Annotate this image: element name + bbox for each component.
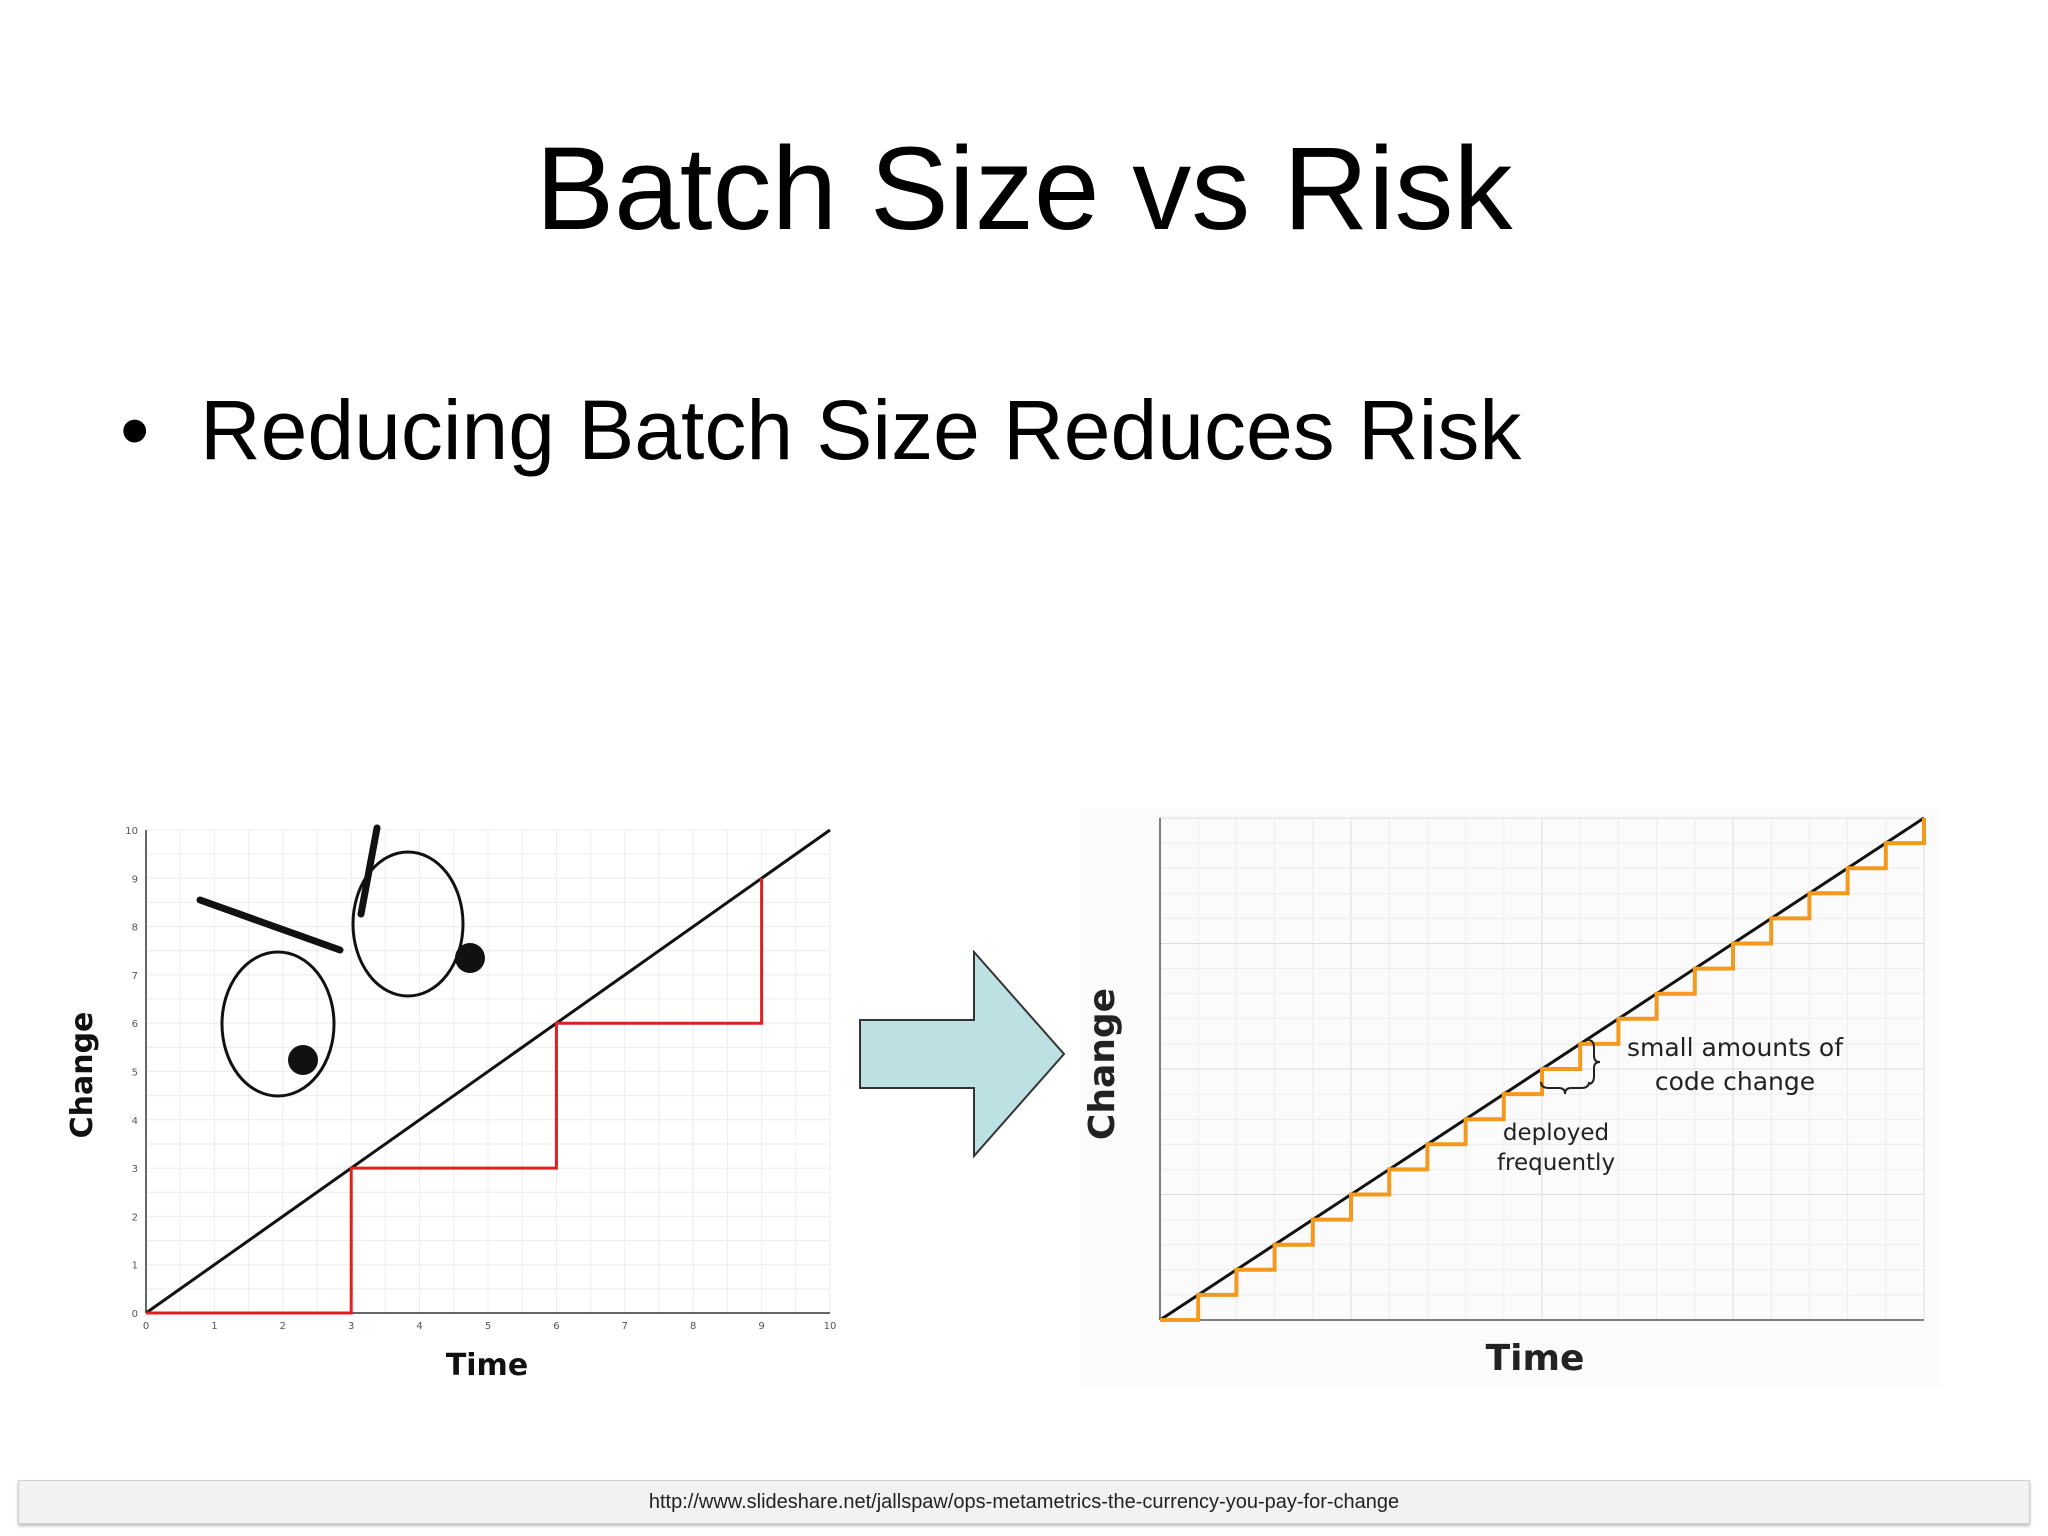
x-tick-label: 9: [758, 1321, 764, 1332]
bullet-symbol: •: [120, 383, 150, 477]
slide-title: Batch Size vs Risk: [535, 123, 1513, 255]
small-batch-step-line: [1160, 818, 1926, 1322]
small-batch-chart: small amounts of code change deployed fr…: [1080, 808, 1940, 1388]
x-tick-label: 2: [280, 1321, 286, 1332]
large-batch-chart-svg: 0 1 2 3 4 5 6 7 8 9 10 0 1 2 3 4 5 6 7 8 9 10 Time Change: [65, 824, 836, 1383]
large-batch-chart: 0 1 2 3 4 5 6 7 8 9 10 0 1 2 3 4 5 6 7 8 9 10 Time Change: [62, 810, 842, 1383]
x-tick-label: 8: [690, 1321, 696, 1332]
left-eye: [220, 950, 336, 1098]
x-axis-label: Time: [446, 1348, 528, 1382]
chart-series: [1159, 816, 1926, 1322]
y-tick-label: 10: [125, 826, 138, 837]
x-tick-label: 0: [143, 1321, 149, 1332]
x-tick-label: 5: [485, 1321, 491, 1332]
source-url[interactable]: http://www.slideshare.net/jallspaw/ops-m…: [648, 1491, 1400, 1513]
grumpy-face-doodle: [196, 824, 485, 1098]
x-tick-label: 10: [824, 1321, 837, 1332]
annotation-brace-vertical: [1587, 1039, 1601, 1085]
annotation-code-change: code change: [1655, 1067, 1815, 1096]
annotation-deployed: deployed: [1503, 1120, 1609, 1146]
y-tick-label: 4: [132, 1116, 138, 1127]
chart-tick-labels: 0 1 2 3 4 5 6 7 8 9 10 0 1 2 3 4 5 6 7 8 9 10: [125, 826, 836, 1332]
y-tick-label: 6: [132, 1019, 138, 1030]
annotation-small-amounts: small amounts of: [1627, 1033, 1844, 1062]
source-footer: http://www.slideshare.net/jallspaw/ops-m…: [18, 1480, 2030, 1524]
bullet-text: Reducing Batch Size Reduces Risk: [200, 383, 1522, 477]
x-tick-label: 4: [416, 1321, 422, 1332]
small-batch-chart-svg: small amounts of code change deployed fr…: [1082, 816, 1926, 1379]
y-tick-label: 5: [132, 1068, 138, 1079]
large-batch-step-line: [146, 878, 764, 1315]
y-tick-label: 9: [132, 874, 138, 885]
x-tick-label: 3: [348, 1321, 354, 1332]
y-tick-label: 8: [132, 923, 138, 934]
y-axis-label: Change: [65, 1012, 100, 1139]
right-eye: [351, 850, 465, 998]
left-eyebrow: [196, 896, 344, 954]
y-tick-label: 3: [132, 1164, 138, 1175]
left-pupil: [288, 1045, 318, 1075]
y-tick-label: 2: [132, 1212, 138, 1223]
chart-series: [145, 828, 831, 1315]
x-tick-label: 1: [211, 1321, 217, 1332]
right-pupil: [455, 943, 485, 973]
right-arrow-icon: [859, 950, 1066, 1158]
bullet-item: • Reducing Batch Size Reduces Risk: [120, 388, 1521, 472]
y-tick-label: 7: [132, 971, 138, 982]
y-tick-label: 0: [132, 1309, 138, 1320]
x-axis-label: Time: [1486, 1338, 1585, 1379]
annotation-frequently: frequently: [1497, 1150, 1615, 1176]
y-axis-label: Change: [1082, 988, 1123, 1140]
x-tick-label: 6: [553, 1321, 559, 1332]
y-tick-label: 1: [132, 1261, 138, 1272]
annotation-brace-horizontal: [1540, 1081, 1590, 1095]
diagonal-series-line: [145, 828, 831, 1315]
chart-axes: [1159, 818, 1924, 1321]
x-tick-label: 7: [622, 1321, 628, 1332]
